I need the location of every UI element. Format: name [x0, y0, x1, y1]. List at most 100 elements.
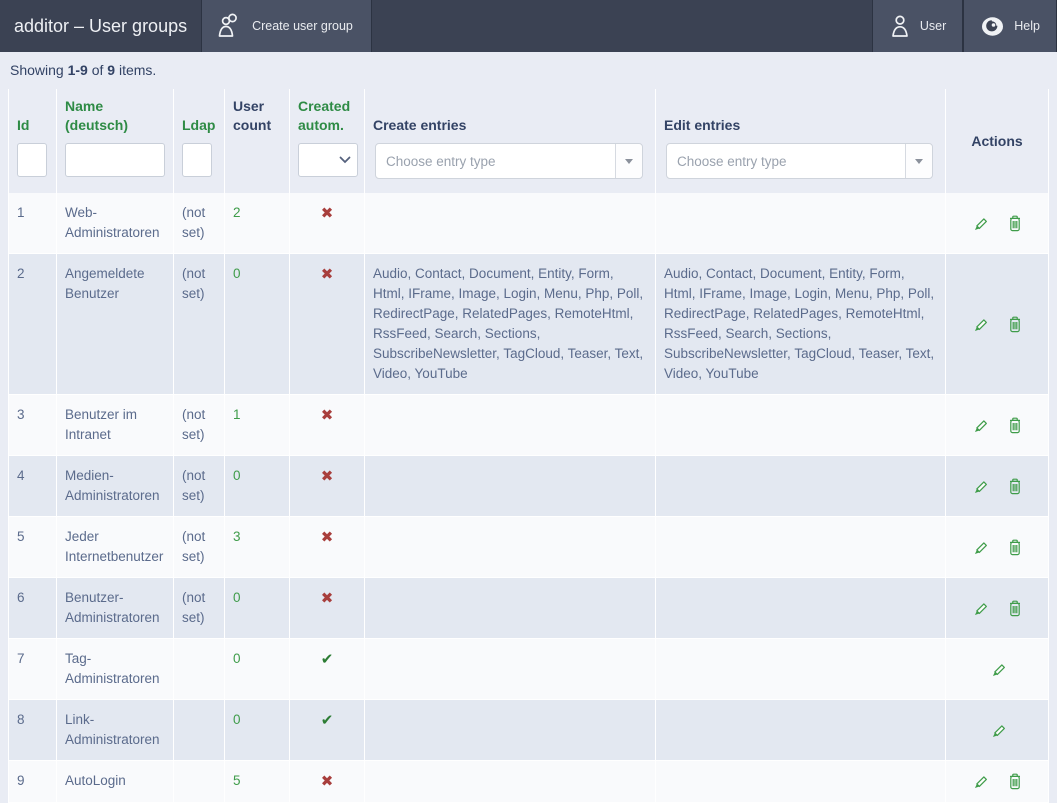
- cell-id: 8: [8, 700, 57, 761]
- cell-created-autom: ✔: [290, 700, 365, 761]
- filter-ldap-input[interactable]: [182, 143, 212, 177]
- cell-name: Tag-Administratoren: [57, 639, 174, 700]
- delete-button[interactable]: [1006, 599, 1024, 618]
- filter-id-input[interactable]: [17, 143, 47, 177]
- user-count-link[interactable]: 0: [233, 468, 241, 483]
- user-count-link[interactable]: 1: [233, 407, 241, 422]
- cell-create-entries: [365, 700, 656, 761]
- cell-id: 1: [8, 193, 57, 254]
- cell-actions: [946, 456, 1049, 517]
- table-row: 8 Link-Administratoren 0 ✔: [8, 700, 1049, 761]
- user-count-link[interactable]: 3: [233, 529, 241, 544]
- cell-id: 6: [8, 578, 57, 639]
- top-bar-right: User Help: [871, 0, 1057, 52]
- cell-id: 3: [8, 395, 57, 456]
- cell-edit-entries: [656, 761, 946, 803]
- help-button[interactable]: Help: [963, 0, 1057, 52]
- edit-button[interactable]: [988, 721, 1007, 740]
- user-menu-button[interactable]: User: [871, 0, 964, 52]
- summary-prefix: Showing: [10, 62, 68, 78]
- edit-button[interactable]: [970, 538, 989, 557]
- cell-id: 9: [8, 761, 57, 803]
- delete-button[interactable]: [1006, 315, 1024, 334]
- top-bar-spacer: [372, 0, 872, 52]
- sort-link-created-autom[interactable]: Created autom.: [298, 98, 351, 133]
- filter-name-input[interactable]: [65, 143, 165, 177]
- table-row: 1 Web-Administratoren (not set) 2 ✖: [8, 193, 1049, 254]
- life-ring-icon: [980, 15, 1005, 38]
- page-title: additor – User groups: [14, 15, 188, 36]
- user-count-link[interactable]: 2: [233, 205, 241, 220]
- create-user-group-button[interactable]: Create user group: [201, 0, 372, 52]
- summary-of: of: [87, 62, 108, 78]
- edit-button[interactable]: [970, 477, 989, 496]
- cell-name: Benutzer-Administratoren: [57, 578, 174, 639]
- cell-ldap: [174, 761, 225, 803]
- cell-user-count: 0: [225, 254, 290, 395]
- cell-ldap: (not set): [174, 254, 225, 395]
- trash-icon: [1010, 774, 1021, 790]
- cell-ldap: [174, 639, 225, 700]
- edit-button[interactable]: [970, 315, 989, 334]
- filter-cell-created-autom: [290, 137, 365, 193]
- delete-button[interactable]: [1006, 416, 1024, 435]
- trash-icon: [1010, 215, 1021, 232]
- filter-cell-create-entries: Choose entry type: [365, 137, 656, 193]
- cell-actions: [946, 517, 1049, 578]
- delete-button[interactable]: [1006, 538, 1024, 557]
- cell-actions: [946, 700, 1049, 761]
- cell-ldap: (not set): [174, 193, 225, 254]
- cell-id: 7: [8, 639, 57, 700]
- user-groups-table-wrap: Id Name (deutsch) Ldap User count Create…: [0, 83, 1057, 803]
- cell-actions: [946, 639, 1049, 700]
- cell-create-entries: [365, 456, 656, 517]
- column-header-user-count: User count: [225, 89, 290, 137]
- filter-cell-id: [8, 137, 57, 193]
- table-body: 1 Web-Administratoren (not set) 2 ✖: [8, 193, 1049, 803]
- cell-actions: [946, 395, 1049, 456]
- pencil-icon: [974, 542, 987, 554]
- edit-button[interactable]: [970, 416, 989, 435]
- cell-edit-entries: [656, 578, 946, 639]
- cell-edit-entries: [656, 517, 946, 578]
- edit-button[interactable]: [970, 599, 989, 618]
- user-count-link[interactable]: 0: [233, 266, 241, 281]
- pencil-icon: [974, 319, 987, 331]
- edit-button[interactable]: [970, 214, 989, 233]
- user-count-link[interactable]: 5: [233, 773, 241, 788]
- created-autom-icon: ✖: [320, 406, 334, 424]
- filter-create-entries-select[interactable]: Choose entry type: [375, 143, 643, 179]
- cell-created-autom: ✖: [290, 395, 365, 456]
- help-label: Help: [1014, 19, 1040, 33]
- delete-button[interactable]: [1006, 214, 1024, 233]
- trash-icon: [1010, 417, 1021, 434]
- cell-name: Link-Administratoren: [57, 700, 174, 761]
- user-count-link[interactable]: 0: [233, 590, 241, 605]
- cell-edit-entries: [656, 456, 946, 517]
- cell-created-autom: ✖: [290, 254, 365, 395]
- delete-button[interactable]: [1006, 772, 1024, 791]
- cell-ldap: (not set): [174, 517, 225, 578]
- sort-link-name[interactable]: Name (deutsch): [65, 98, 128, 133]
- cell-edit-entries: [656, 700, 946, 761]
- cell-created-autom: ✖: [290, 761, 365, 803]
- sort-link-ldap[interactable]: Ldap: [182, 117, 216, 133]
- filter-created-autom-select[interactable]: [298, 143, 358, 177]
- cell-name: AutoLogin: [57, 761, 174, 803]
- cell-user-count: 0: [225, 700, 290, 761]
- delete-button[interactable]: [1006, 477, 1024, 496]
- edit-button[interactable]: [970, 772, 989, 791]
- edit-button[interactable]: [988, 660, 1007, 679]
- cell-edit-entries: [656, 193, 946, 254]
- user-count-link[interactable]: 0: [233, 712, 241, 727]
- cell-name: Medien-Administratoren: [57, 456, 174, 517]
- cell-create-entries: [365, 193, 656, 254]
- cell-create-entries: [365, 395, 656, 456]
- pencil-icon: [974, 420, 987, 432]
- user-count-link[interactable]: 0: [233, 651, 241, 666]
- sort-link-id[interactable]: Id: [17, 117, 30, 133]
- user-menu-label: User: [919, 19, 947, 33]
- edit-entries-placeholder: Choose entry type: [677, 153, 787, 169]
- trash-icon: [1010, 316, 1021, 333]
- filter-edit-entries-select[interactable]: Choose entry type: [666, 143, 933, 179]
